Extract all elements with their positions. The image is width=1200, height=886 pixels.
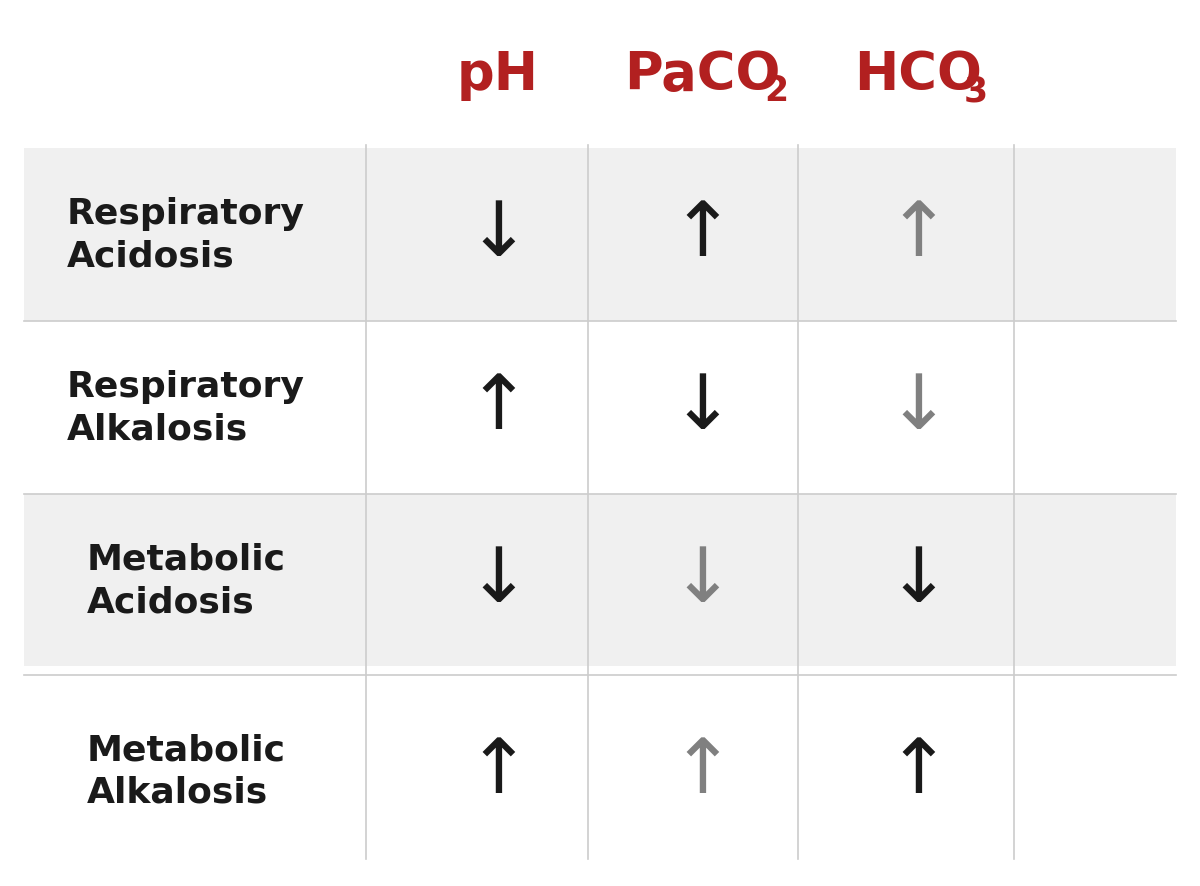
Text: Metabolic
Acidosis: Metabolic Acidosis <box>86 542 286 618</box>
Text: ↓: ↓ <box>466 543 530 618</box>
Text: ↓: ↓ <box>670 543 734 618</box>
Text: HCO: HCO <box>854 50 982 101</box>
Text: Respiratory
Alkalosis: Respiratory Alkalosis <box>67 369 305 446</box>
Text: ↑: ↑ <box>886 734 950 808</box>
Text: ↑: ↑ <box>466 734 530 808</box>
Text: ↓: ↓ <box>886 543 950 618</box>
Bar <box>24 684 1176 858</box>
Bar <box>24 494 1176 667</box>
Text: ↑: ↑ <box>670 198 734 272</box>
Bar <box>24 148 1176 322</box>
Text: ↑: ↑ <box>670 734 734 808</box>
Text: ↑: ↑ <box>886 198 950 272</box>
Bar <box>24 322 1176 494</box>
Text: ↑: ↑ <box>466 370 530 445</box>
Text: ↓: ↓ <box>466 198 530 272</box>
Text: Metabolic
Alkalosis: Metabolic Alkalosis <box>86 733 286 809</box>
Text: Respiratory
Acidosis: Respiratory Acidosis <box>67 197 305 273</box>
Text: ↓: ↓ <box>886 370 950 445</box>
Text: PaCO: PaCO <box>624 50 780 101</box>
Text: pH: pH <box>457 50 539 101</box>
Text: 3: 3 <box>964 74 988 108</box>
Text: 2: 2 <box>764 74 788 108</box>
Text: ↓: ↓ <box>670 370 734 445</box>
